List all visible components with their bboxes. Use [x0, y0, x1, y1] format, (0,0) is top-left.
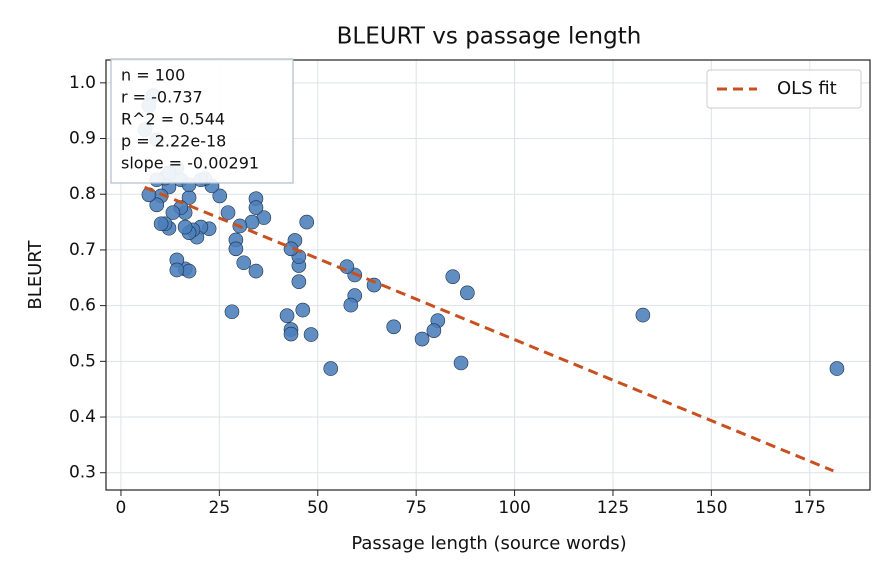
point: [248, 200, 264, 215]
y-tick-label: 0.5: [69, 351, 96, 371]
x-tick-label: 0: [116, 498, 127, 518]
point: [339, 259, 355, 274]
point: [453, 355, 469, 371]
point: [291, 274, 307, 289]
y-tick-label: 0.7: [69, 240, 96, 260]
y-axis-label: BLEURT: [25, 239, 46, 309]
annotation-line: slope = -0.00291: [121, 154, 259, 173]
point: [414, 331, 430, 347]
point: [829, 361, 845, 376]
point: [426, 323, 442, 338]
point: [236, 255, 252, 271]
point: [169, 262, 185, 278]
legend-label: OLS fit: [777, 78, 837, 99]
annotation-line: r = -0.737: [121, 88, 203, 107]
point: [228, 241, 244, 257]
point: [165, 205, 181, 220]
x-tick-label: 25: [209, 498, 231, 518]
x-tick-label: 75: [405, 498, 427, 518]
annotation-line: n = 100: [121, 66, 185, 85]
x-tick-label: 50: [307, 498, 329, 518]
point: [299, 214, 315, 230]
y-tick-label: 0.8: [69, 184, 96, 204]
point: [303, 327, 319, 342]
point: [386, 319, 402, 335]
point: [445, 269, 461, 284]
point: [224, 304, 240, 320]
point: [244, 214, 260, 230]
point: [460, 285, 475, 301]
point: [248, 263, 264, 279]
x-axis-label: Passage length (source words): [351, 533, 626, 554]
y-tick-label: 0.6: [69, 296, 96, 316]
point: [149, 197, 165, 213]
point: [323, 361, 339, 376]
point: [181, 263, 197, 279]
x-tick-label: 125: [597, 498, 629, 518]
point: [220, 205, 236, 220]
y-tick-label: 0.4: [69, 407, 96, 427]
point: [177, 219, 193, 235]
y-tick-label: 1.0: [69, 73, 96, 93]
chart-title: BLEURT vs passage length: [337, 24, 642, 50]
x-tick-label: 100: [498, 498, 530, 518]
point: [212, 188, 228, 204]
legend-box: [706, 69, 862, 109]
point: [283, 326, 299, 342]
annotation-line: R^2 = 0.544: [121, 110, 225, 129]
plot-frame: [105, 59, 871, 491]
x-tick-label: 175: [794, 498, 826, 518]
annotation-line: p = 2.22e-18: [121, 132, 226, 151]
point: [279, 308, 295, 323]
point: [343, 297, 359, 313]
point: [295, 302, 311, 318]
fit-line: [144, 185, 834, 473]
x-tick-label: 150: [695, 498, 727, 518]
y-tick-label: 0.9: [69, 129, 96, 149]
point: [283, 241, 299, 257]
point: [635, 307, 651, 323]
annotation-box: [110, 58, 294, 184]
point: [153, 216, 169, 232]
y-tick-label: 0.3: [69, 463, 96, 483]
